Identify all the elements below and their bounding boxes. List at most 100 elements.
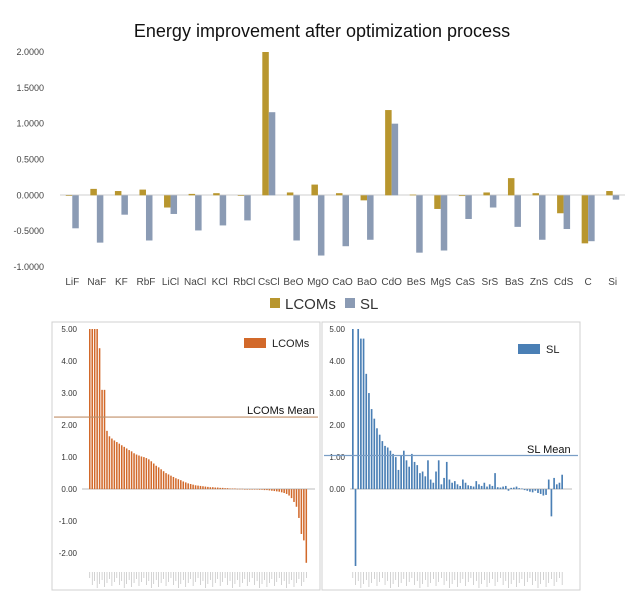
bar bbox=[376, 428, 378, 490]
bar bbox=[305, 489, 308, 563]
bar bbox=[248, 489, 251, 490]
x-category-label: KF bbox=[115, 277, 128, 288]
bar bbox=[120, 445, 123, 490]
bar bbox=[542, 489, 545, 496]
bar bbox=[157, 467, 160, 490]
bar bbox=[373, 418, 376, 490]
bar bbox=[547, 479, 550, 490]
bar bbox=[285, 489, 288, 494]
bar bbox=[419, 473, 421, 490]
bar-lcoms-nacl bbox=[188, 193, 196, 196]
bar-lcoms-mgs bbox=[434, 195, 441, 209]
bar bbox=[167, 474, 170, 490]
bar bbox=[429, 479, 432, 490]
x-category-label: BaO bbox=[357, 277, 377, 288]
bar bbox=[518, 488, 521, 490]
bar bbox=[354, 489, 357, 566]
bar bbox=[424, 476, 427, 490]
bar bbox=[170, 475, 172, 490]
bar bbox=[148, 459, 150, 490]
bar-sl-rbf bbox=[145, 195, 153, 241]
bar-lcoms-rbf bbox=[139, 189, 146, 196]
y-tick-label: -1.00 bbox=[59, 517, 78, 526]
x-category-label: KCl bbox=[212, 277, 228, 288]
bar bbox=[502, 486, 504, 490]
bar bbox=[256, 489, 258, 490]
bar bbox=[229, 488, 231, 490]
bar bbox=[370, 409, 373, 490]
bar bbox=[427, 460, 429, 490]
bar-sl-cscl bbox=[268, 112, 276, 196]
bar bbox=[432, 482, 435, 490]
bar bbox=[214, 487, 217, 490]
bar-sl-beo bbox=[293, 195, 300, 241]
y-tick-label: 2.00 bbox=[329, 421, 345, 430]
bar bbox=[537, 489, 539, 493]
bar-lcoms-zns bbox=[532, 193, 540, 196]
bar bbox=[545, 489, 547, 495]
bar bbox=[231, 488, 234, 490]
bar bbox=[478, 484, 480, 490]
bar bbox=[263, 489, 266, 491]
y-tick-label: -2.00 bbox=[59, 549, 78, 558]
plot-border bbox=[51, 321, 321, 591]
bar bbox=[111, 438, 113, 490]
bar bbox=[480, 485, 483, 490]
x-category-label: BeO bbox=[283, 277, 303, 288]
bar-lcoms-rbcl bbox=[237, 195, 245, 196]
bar bbox=[464, 482, 467, 490]
bar bbox=[397, 469, 400, 490]
bar bbox=[89, 329, 91, 490]
bar bbox=[221, 487, 224, 490]
bar bbox=[162, 471, 165, 490]
bar-sl-licl bbox=[170, 195, 178, 214]
bar bbox=[152, 463, 155, 490]
x-category-labels: LiF NaF KF RbF LiCl NaCl KCl RbCl CsCl BeO MgO CaO B… bbox=[65, 277, 617, 288]
bar bbox=[251, 489, 253, 490]
bar bbox=[555, 484, 558, 490]
bar bbox=[408, 466, 411, 490]
y-tick-label: 1.00 bbox=[61, 453, 77, 462]
bar bbox=[558, 482, 561, 490]
bar bbox=[93, 329, 96, 490]
bar-sl-cas bbox=[465, 195, 472, 219]
bar bbox=[133, 453, 135, 490]
bar-sl-c bbox=[588, 195, 595, 242]
bar bbox=[244, 489, 246, 490]
bar bbox=[475, 481, 478, 490]
legend: LCOMs bbox=[244, 338, 310, 350]
bar-sl-bes bbox=[416, 195, 423, 253]
legend-swatch-sl bbox=[345, 298, 355, 308]
bar bbox=[226, 488, 229, 490]
bar-sl-bas bbox=[514, 195, 521, 227]
bar bbox=[496, 487, 499, 490]
bar bbox=[384, 445, 386, 490]
bar bbox=[448, 479, 451, 490]
x-category-label: CaS bbox=[456, 277, 476, 288]
x-category-label: ZnS bbox=[530, 277, 549, 288]
legend-label-lcoms: LCOMs bbox=[285, 296, 336, 313]
y-tick-label: 1.5000 bbox=[16, 83, 44, 93]
bar-sl-cao bbox=[342, 195, 349, 247]
bar-sl-kf bbox=[121, 195, 128, 215]
bar bbox=[187, 483, 189, 490]
x-category-label: BeS bbox=[407, 277, 426, 288]
bar bbox=[483, 482, 486, 490]
x-category-label: RbCl bbox=[233, 277, 255, 288]
bar bbox=[472, 486, 475, 490]
bar bbox=[180, 480, 182, 490]
lcoms-sorted-bar-chart: -2.00 -1.00 0.00 1.00 2.00 3.00 4.00 5.00 LCOMs… bbox=[51, 321, 321, 591]
bar bbox=[531, 489, 534, 493]
bar bbox=[103, 389, 106, 490]
y-tick-label: 1.00 bbox=[329, 453, 345, 462]
bar bbox=[118, 443, 121, 490]
bar bbox=[261, 489, 263, 490]
x-category-label: CaO bbox=[332, 277, 353, 288]
bar bbox=[534, 489, 537, 491]
bar bbox=[513, 487, 515, 490]
bar bbox=[278, 489, 280, 492]
bar-lcoms-kcl bbox=[213, 193, 220, 196]
bar-sl-zns bbox=[539, 195, 546, 240]
bar bbox=[234, 488, 236, 490]
